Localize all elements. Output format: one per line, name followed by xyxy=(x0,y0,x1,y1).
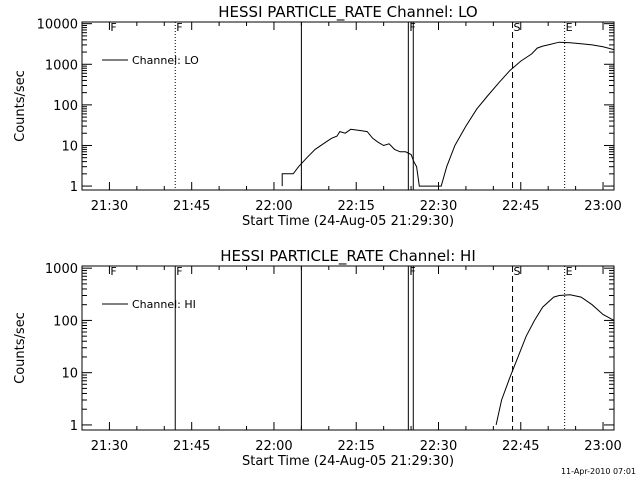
x-tick-label: 22:00 xyxy=(255,439,292,454)
legend-label: Channel: LO xyxy=(132,54,199,67)
time-marker-flag: E xyxy=(566,265,573,278)
x-tick-label: 21:45 xyxy=(173,439,210,454)
time-marker-flag: F xyxy=(110,21,116,34)
y-tick-label: 1 xyxy=(70,180,78,195)
x-tick-label: 21:30 xyxy=(91,199,128,214)
chart-title: HESSI PARTICLE_RATE Channel: HI xyxy=(220,247,476,266)
series-line xyxy=(281,41,614,187)
x-tick-label: 23:00 xyxy=(584,439,621,454)
panel-lo: HESSI PARTICLE_RATE Channel: LO 21:30 21:4… xyxy=(13,3,622,229)
y-tick-label: 10000 xyxy=(37,18,78,33)
x-tick-label: 22:15 xyxy=(337,199,374,214)
y-tick-label: 100 xyxy=(53,99,78,114)
time-marker-flag: S xyxy=(514,265,521,278)
x-tick-label: 22:30 xyxy=(420,439,457,454)
y-tick-label: 1000 xyxy=(45,58,78,73)
x-tick-label: 23:00 xyxy=(584,199,621,214)
x-tick-label: 22:30 xyxy=(420,199,457,214)
panel-hi: HESSI PARTICLE_RATE Channel: HI 21:30 21:4… xyxy=(13,247,622,469)
x-tick-label: 22:45 xyxy=(502,439,539,454)
y-tick-label: 10 xyxy=(61,139,78,154)
y-tick-label: 1000 xyxy=(45,262,78,277)
x-tick-label: 22:15 xyxy=(337,439,374,454)
x-tick-label: 22:00 xyxy=(255,199,292,214)
y-tick-label: 1 xyxy=(70,419,78,434)
time-marker-flag: F xyxy=(176,265,182,278)
series-line xyxy=(495,294,614,426)
footer-timestamp: 11-Apr-2010 07:01 xyxy=(561,467,636,476)
legend-label: Channel: HI xyxy=(132,298,196,311)
x-axis-label: Start Time (24-Aug-05 21:29:30) xyxy=(242,454,454,469)
time-marker-flag: F xyxy=(409,265,415,278)
time-marker-flag: S xyxy=(514,21,521,34)
plot-frame xyxy=(81,265,615,431)
y-axis-label: Counts/sec xyxy=(13,70,28,142)
x-axis-label: Start Time (24-Aug-05 21:29:30) xyxy=(242,214,454,229)
time-marker-flag: F xyxy=(110,265,116,278)
x-tick-label: 22:45 xyxy=(502,199,539,214)
time-marker-flag: F xyxy=(176,21,182,34)
y-tick-label: 100 xyxy=(53,314,78,329)
y-tick-label: 10 xyxy=(61,367,78,382)
chart-title: HESSI PARTICLE_RATE Channel: LO xyxy=(218,3,477,22)
time-marker-flag: E xyxy=(566,21,573,34)
time-marker-flag: F xyxy=(409,21,415,34)
y-axis-label: Counts/sec xyxy=(13,312,28,384)
x-tick-label: 21:30 xyxy=(91,439,128,454)
plot-frame xyxy=(81,21,615,191)
x-tick-label: 21:45 xyxy=(173,199,210,214)
